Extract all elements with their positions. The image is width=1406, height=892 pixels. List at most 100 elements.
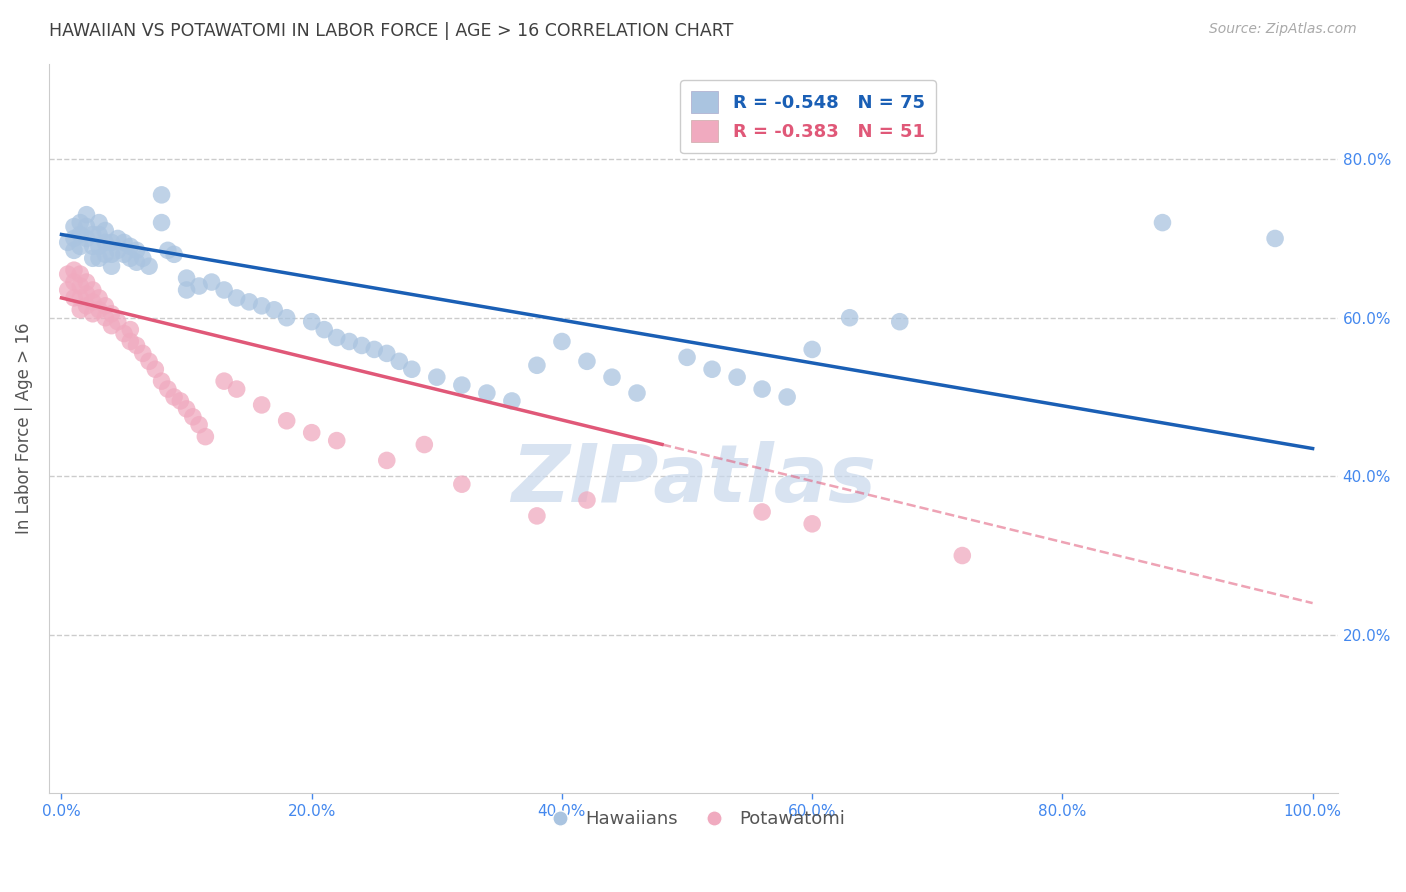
Point [700, 362, 723, 376]
Point [69, 302, 91, 317]
Point [87, 227, 110, 242]
Point [156, 382, 179, 396]
Point [82, 252, 104, 266]
Point [301, 315, 323, 329]
Point [107, 231, 129, 245]
Point [801, 343, 824, 357]
Point [188, 279, 211, 293]
Point [363, 343, 385, 357]
Point [401, 362, 423, 376]
Point [413, 437, 436, 451]
Point [250, 398, 273, 412]
Point [276, 310, 298, 325]
Point [143, 362, 166, 376]
Point [132, 252, 155, 266]
Point [120, 334, 142, 349]
Point [751, 505, 773, 519]
Point [1264, 231, 1286, 245]
Point [120, 239, 142, 253]
Point [526, 508, 548, 523]
Point [212, 283, 235, 297]
Point [276, 414, 298, 428]
Point [56, 283, 79, 297]
Point [76, 231, 98, 245]
Point [575, 493, 598, 508]
Point [87, 216, 110, 230]
Point [325, 434, 347, 448]
Point [63, 291, 86, 305]
Point [82, 283, 104, 297]
Point [125, 255, 148, 269]
Point [600, 370, 623, 384]
Point [87, 302, 110, 317]
Text: ZIPatlas: ZIPatlas [510, 441, 876, 519]
Point [138, 259, 160, 273]
Point [63, 219, 86, 234]
Point [225, 291, 247, 305]
Point [125, 338, 148, 352]
Point [551, 334, 574, 349]
Point [388, 354, 411, 368]
Point [150, 187, 173, 202]
Point [150, 374, 173, 388]
Point [337, 334, 360, 349]
Point [626, 386, 648, 401]
Point [212, 374, 235, 388]
Point [100, 259, 122, 273]
Point [94, 235, 117, 250]
Point [176, 283, 198, 297]
Point [125, 244, 148, 258]
Point [56, 235, 79, 250]
Point [450, 378, 472, 392]
Point [250, 299, 273, 313]
Point [676, 351, 699, 365]
Text: Source: ZipAtlas.com: Source: ZipAtlas.com [1209, 22, 1357, 37]
Point [94, 310, 117, 325]
Point [76, 219, 98, 234]
Point [163, 390, 186, 404]
Point [63, 263, 86, 277]
Text: HAWAIIAN VS POTAWATOMI IN LABOR FORCE | AGE > 16 CORRELATION CHART: HAWAIIAN VS POTAWATOMI IN LABOR FORCE | … [49, 22, 734, 40]
Point [325, 330, 347, 344]
Point [82, 239, 104, 253]
Point [950, 549, 973, 563]
Point [801, 516, 824, 531]
Y-axis label: In Labor Force | Age > 16: In Labor Force | Age > 16 [15, 323, 32, 534]
Point [163, 247, 186, 261]
Point [76, 275, 98, 289]
Point [132, 346, 155, 360]
Point [69, 291, 91, 305]
Point [87, 252, 110, 266]
Point [63, 244, 86, 258]
Point [314, 323, 336, 337]
Point [156, 244, 179, 258]
Point [94, 223, 117, 237]
Point [350, 338, 373, 352]
Point [301, 425, 323, 440]
Point [776, 390, 799, 404]
Point [87, 239, 110, 253]
Point [112, 235, 135, 250]
Point [138, 354, 160, 368]
Point [82, 294, 104, 309]
Point [107, 244, 129, 258]
Point [475, 386, 498, 401]
Point [194, 429, 217, 443]
Point [100, 307, 122, 321]
Point [575, 354, 598, 368]
Point [94, 247, 117, 261]
Point [94, 299, 117, 313]
Point [76, 299, 98, 313]
Point [120, 252, 142, 266]
Point [112, 326, 135, 341]
Point [82, 307, 104, 321]
Point [838, 310, 860, 325]
Point [225, 382, 247, 396]
Point [69, 216, 91, 230]
Point [501, 394, 523, 409]
Point [112, 247, 135, 261]
Point [889, 315, 911, 329]
Point [426, 370, 449, 384]
Point [76, 208, 98, 222]
Point [87, 291, 110, 305]
